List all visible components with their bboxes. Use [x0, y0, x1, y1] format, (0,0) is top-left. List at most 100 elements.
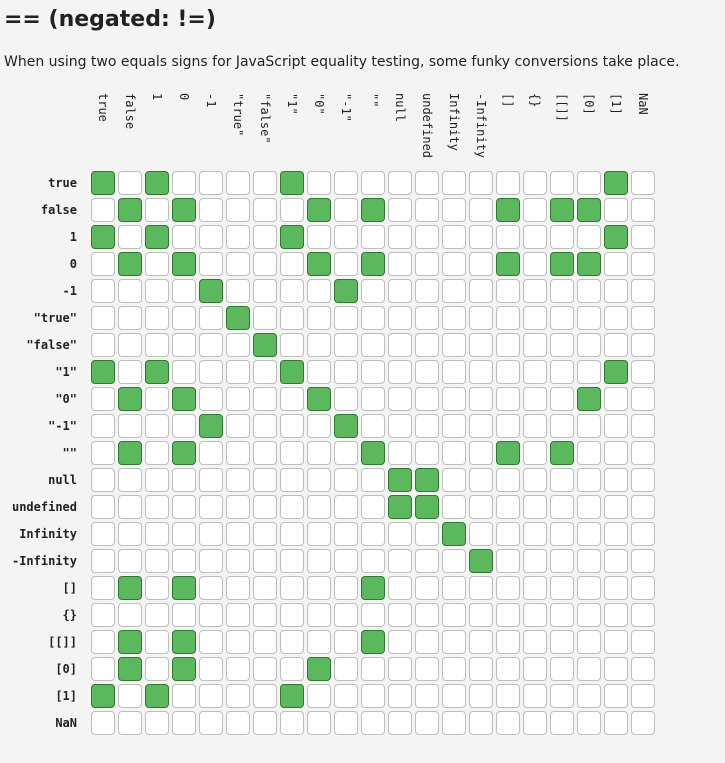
matrix-cell-equal — [334, 414, 358, 438]
matrix-cell-empty — [199, 198, 223, 222]
matrix-cell-equal — [361, 441, 385, 465]
matrix-cell-equal — [361, 630, 385, 654]
matrix-cell-empty — [442, 198, 466, 222]
matrix-cell-empty — [280, 495, 304, 519]
matrix-cell-empty — [469, 495, 493, 519]
matrix-cell-empty — [280, 441, 304, 465]
matrix-cell-empty — [577, 603, 601, 627]
matrix-cell-empty — [307, 414, 331, 438]
matrix-cell-empty — [577, 630, 601, 654]
matrix-cell-empty — [550, 603, 574, 627]
matrix-cell-empty — [91, 252, 115, 276]
matrix-cell-equal — [496, 441, 520, 465]
matrix-cell-empty — [91, 549, 115, 573]
matrix-cell-empty — [496, 657, 520, 681]
matrix-cell-empty — [550, 279, 574, 303]
matrix-cell-empty — [469, 306, 493, 330]
matrix-cell-empty — [631, 576, 655, 600]
matrix-cell-empty — [226, 657, 250, 681]
matrix-cell-empty — [199, 684, 223, 708]
matrix-cell-empty — [145, 387, 169, 411]
matrix-cell-empty — [172, 549, 196, 573]
matrix-cell-empty — [415, 225, 439, 249]
matrix-cell-equal — [118, 441, 142, 465]
matrix-cell-equal — [172, 252, 196, 276]
matrix-cell-empty — [91, 441, 115, 465]
col-label-3: 0 — [177, 93, 191, 101]
matrix-cell-empty — [415, 279, 439, 303]
matrix-cell-empty — [604, 522, 628, 546]
matrix-cell-empty — [469, 252, 493, 276]
matrix-cell-empty — [334, 684, 358, 708]
matrix-cell-empty — [361, 414, 385, 438]
matrix-cell-empty — [253, 306, 277, 330]
matrix-cell-empty — [145, 630, 169, 654]
col-label-12: undefined — [420, 93, 434, 159]
matrix-cell-empty — [145, 333, 169, 357]
matrix-cell-empty — [523, 171, 547, 195]
matrix-cell-empty — [442, 387, 466, 411]
matrix-cell-empty — [550, 495, 574, 519]
matrix-cell-equal — [145, 171, 169, 195]
matrix-cell-empty — [118, 225, 142, 249]
matrix-cell-empty — [172, 360, 196, 384]
matrix-cell-empty — [523, 657, 547, 681]
matrix-cell-equal — [145, 684, 169, 708]
matrix-cell-equal — [145, 360, 169, 384]
row-label-10: "" — [62, 446, 77, 460]
matrix-cell-empty — [172, 225, 196, 249]
matrix-cell-empty — [577, 495, 601, 519]
matrix-cell-equal — [307, 387, 331, 411]
matrix-cell-empty — [253, 549, 277, 573]
matrix-cell-empty — [361, 603, 385, 627]
matrix-cell-empty — [469, 603, 493, 627]
matrix-cell-empty — [604, 414, 628, 438]
matrix-cell-equal — [91, 225, 115, 249]
matrix-cell-empty — [604, 549, 628, 573]
matrix-cell-equal — [307, 198, 331, 222]
matrix-cell-equal — [172, 657, 196, 681]
matrix-cell-empty — [388, 603, 412, 627]
matrix-cell-equal — [172, 441, 196, 465]
matrix-cell-empty — [280, 657, 304, 681]
matrix-cell-empty — [199, 603, 223, 627]
matrix-cell-empty — [469, 522, 493, 546]
matrix-cell-equal — [469, 549, 493, 573]
matrix-cell-empty — [631, 441, 655, 465]
matrix-cell-equal — [577, 252, 601, 276]
matrix-cell-empty — [334, 171, 358, 195]
matrix-cell-empty — [631, 279, 655, 303]
matrix-cell-empty — [577, 684, 601, 708]
matrix-cell-empty — [253, 414, 277, 438]
matrix-cell-empty — [307, 171, 331, 195]
matrix-cell-equal — [172, 387, 196, 411]
matrix-cell-equal — [118, 657, 142, 681]
matrix-cell-empty — [469, 441, 493, 465]
matrix-cell-empty — [577, 333, 601, 357]
row-label-3: 0 — [69, 257, 77, 271]
matrix-cell-equal — [361, 252, 385, 276]
matrix-cell-empty — [253, 225, 277, 249]
matrix-cell-empty — [280, 576, 304, 600]
matrix-cell-empty — [361, 306, 385, 330]
matrix-cell-empty — [253, 171, 277, 195]
col-label-14: -Infinity — [474, 93, 488, 159]
matrix-cell-empty — [145, 468, 169, 492]
matrix-cell-equal — [550, 441, 574, 465]
matrix-cell-empty — [199, 387, 223, 411]
matrix-cell-empty — [631, 549, 655, 573]
matrix-cell-empty — [91, 279, 115, 303]
matrix-cell-empty — [334, 549, 358, 573]
matrix-cell-equal — [199, 414, 223, 438]
row-label-16: {} — [62, 608, 77, 622]
matrix-cell-empty — [226, 576, 250, 600]
matrix-cell-empty — [523, 495, 547, 519]
matrix-cell-empty — [145, 711, 169, 735]
matrix-cell-empty — [523, 198, 547, 222]
matrix-cell-equal — [172, 198, 196, 222]
matrix-cell-empty — [496, 630, 520, 654]
matrix-cell-equal — [577, 387, 601, 411]
matrix-cell-empty — [145, 657, 169, 681]
matrix-cell-equal — [334, 279, 358, 303]
matrix-cell-empty — [550, 225, 574, 249]
